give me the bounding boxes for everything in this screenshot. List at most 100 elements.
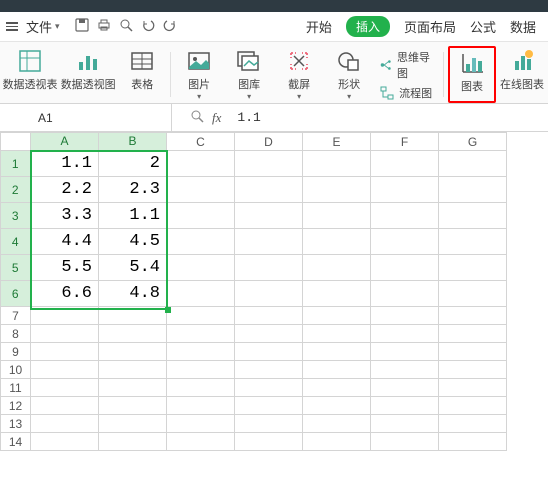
- cell-E13[interactable]: [303, 415, 371, 433]
- cell-G14[interactable]: [439, 433, 507, 451]
- select-all-corner[interactable]: [1, 133, 31, 151]
- cell-F5[interactable]: [371, 255, 439, 281]
- cell-F12[interactable]: [371, 397, 439, 415]
- cell-C14[interactable]: [167, 433, 235, 451]
- cell-B1[interactable]: 2: [99, 151, 167, 177]
- grid[interactable]: ABCDEFG11.1222.22.333.31.144.44.555.55.4…: [0, 132, 507, 451]
- cell-B3[interactable]: 1.1: [99, 203, 167, 229]
- cell-D1[interactable]: [235, 151, 303, 177]
- cell-D2[interactable]: [235, 177, 303, 203]
- cell-C13[interactable]: [167, 415, 235, 433]
- row-header-8[interactable]: 8: [1, 325, 31, 343]
- fx-icon[interactable]: fx: [212, 110, 221, 126]
- tab-formula[interactable]: 公式: [470, 17, 496, 36]
- cell-A2[interactable]: 2.2: [31, 177, 99, 203]
- cell-A1[interactable]: 1.1: [31, 151, 99, 177]
- cell-D13[interactable]: [235, 415, 303, 433]
- save-icon[interactable]: [74, 17, 90, 36]
- cell-F6[interactable]: [371, 281, 439, 307]
- cell-E3[interactable]: [303, 203, 371, 229]
- cell-G1[interactable]: [439, 151, 507, 177]
- row-header-6[interactable]: 6: [1, 281, 31, 307]
- cell-D7[interactable]: [235, 307, 303, 325]
- mindmap-button[interactable]: 思维导图: [379, 49, 435, 81]
- cell-D14[interactable]: [235, 433, 303, 451]
- online-chart-button[interactable]: 在线图表: [498, 46, 546, 103]
- row-header-7[interactable]: 7: [1, 307, 31, 325]
- gallery-button[interactable]: 图库 ▾: [225, 46, 273, 103]
- cell-B12[interactable]: [99, 397, 167, 415]
- row-header-12[interactable]: 12: [1, 397, 31, 415]
- cell-G9[interactable]: [439, 343, 507, 361]
- cell-E6[interactable]: [303, 281, 371, 307]
- cell-C6[interactable]: [167, 281, 235, 307]
- cell-C4[interactable]: [167, 229, 235, 255]
- row-header-1[interactable]: 1: [1, 151, 31, 177]
- cell-A6[interactable]: 6.6: [31, 281, 99, 307]
- cell-A10[interactable]: [31, 361, 99, 379]
- cell-E11[interactable]: [303, 379, 371, 397]
- cell-A12[interactable]: [31, 397, 99, 415]
- cell-F1[interactable]: [371, 151, 439, 177]
- column-header-D[interactable]: D: [235, 133, 303, 151]
- cell-F2[interactable]: [371, 177, 439, 203]
- cell-C1[interactable]: [167, 151, 235, 177]
- row-header-11[interactable]: 11: [1, 379, 31, 397]
- cell-B7[interactable]: [99, 307, 167, 325]
- cell-F10[interactable]: [371, 361, 439, 379]
- cell-D11[interactable]: [235, 379, 303, 397]
- cell-A5[interactable]: 5.5: [31, 255, 99, 281]
- cell-E2[interactable]: [303, 177, 371, 203]
- cell-G12[interactable]: [439, 397, 507, 415]
- cell-B11[interactable]: [99, 379, 167, 397]
- print-icon[interactable]: [96, 17, 112, 36]
- cell-F14[interactable]: [371, 433, 439, 451]
- cell-F8[interactable]: [371, 325, 439, 343]
- cell-A11[interactable]: [31, 379, 99, 397]
- column-header-E[interactable]: E: [303, 133, 371, 151]
- cell-G7[interactable]: [439, 307, 507, 325]
- row-header-5[interactable]: 5: [1, 255, 31, 281]
- cell-E7[interactable]: [303, 307, 371, 325]
- cell-G10[interactable]: [439, 361, 507, 379]
- cell-G6[interactable]: [439, 281, 507, 307]
- cell-A14[interactable]: [31, 433, 99, 451]
- cell-F11[interactable]: [371, 379, 439, 397]
- cell-E1[interactable]: [303, 151, 371, 177]
- cell-B2[interactable]: 2.3: [99, 177, 167, 203]
- cell-C12[interactable]: [167, 397, 235, 415]
- cell-G13[interactable]: [439, 415, 507, 433]
- cell-D3[interactable]: [235, 203, 303, 229]
- hamburger-icon[interactable]: [6, 22, 18, 31]
- cell-E12[interactable]: [303, 397, 371, 415]
- cell-B6[interactable]: 4.8: [99, 281, 167, 307]
- preview-icon[interactable]: [118, 17, 134, 36]
- shape-button[interactable]: 形状 ▾: [325, 46, 373, 103]
- chart-button[interactable]: 图表: [448, 46, 496, 103]
- name-box[interactable]: A1: [0, 104, 172, 131]
- cell-A4[interactable]: 4.4: [31, 229, 99, 255]
- cell-C5[interactable]: [167, 255, 235, 281]
- pivot-chart-button[interactable]: 数据透视图: [60, 46, 116, 103]
- cell-E10[interactable]: [303, 361, 371, 379]
- cell-D5[interactable]: [235, 255, 303, 281]
- cell-A3[interactable]: 3.3: [31, 203, 99, 229]
- tab-insert[interactable]: 插入: [346, 16, 390, 37]
- cell-D4[interactable]: [235, 229, 303, 255]
- cell-D12[interactable]: [235, 397, 303, 415]
- cell-E4[interactable]: [303, 229, 371, 255]
- cell-B9[interactable]: [99, 343, 167, 361]
- picture-button[interactable]: 图片 ▾: [175, 46, 223, 103]
- cell-C3[interactable]: [167, 203, 235, 229]
- cell-A7[interactable]: [31, 307, 99, 325]
- cell-C11[interactable]: [167, 379, 235, 397]
- row-header-10[interactable]: 10: [1, 361, 31, 379]
- cell-A8[interactable]: [31, 325, 99, 343]
- cell-F4[interactable]: [371, 229, 439, 255]
- cell-G5[interactable]: [439, 255, 507, 281]
- cell-D9[interactable]: [235, 343, 303, 361]
- undo-icon[interactable]: [140, 17, 156, 36]
- row-header-3[interactable]: 3: [1, 203, 31, 229]
- tab-layout[interactable]: 页面布局: [404, 17, 456, 36]
- cell-C9[interactable]: [167, 343, 235, 361]
